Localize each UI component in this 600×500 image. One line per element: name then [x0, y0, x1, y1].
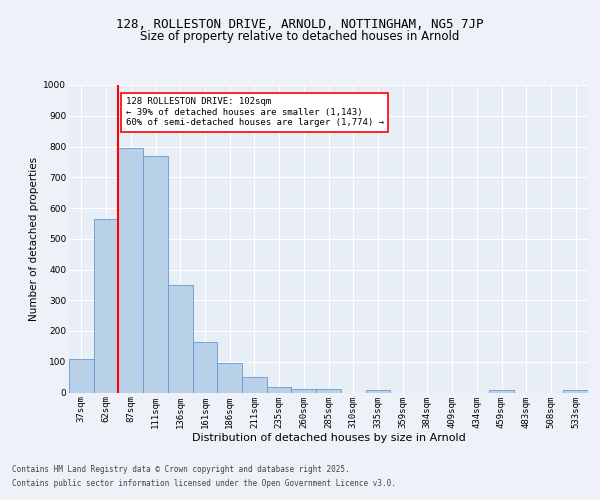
X-axis label: Distribution of detached houses by size in Arnold: Distribution of detached houses by size … [191, 433, 466, 443]
Bar [316, 389, 341, 392]
Bar [365, 390, 390, 392]
Text: Size of property relative to detached houses in Arnold: Size of property relative to detached ho… [140, 30, 460, 43]
Bar [489, 390, 514, 392]
Bar [292, 389, 316, 392]
Y-axis label: Number of detached properties: Number of detached properties [29, 156, 39, 321]
Text: Contains public sector information licensed under the Open Government Licence v3: Contains public sector information licen… [12, 478, 396, 488]
Text: Contains HM Land Registry data © Crown copyright and database right 2025.: Contains HM Land Registry data © Crown c… [12, 465, 350, 474]
Bar [217, 362, 242, 392]
Bar [242, 376, 267, 392]
Bar [94, 219, 118, 392]
Bar [563, 390, 588, 392]
Bar [168, 285, 193, 393]
Bar [118, 148, 143, 392]
Text: 128 ROLLESTON DRIVE: 102sqm
← 39% of detached houses are smaller (1,143)
60% of : 128 ROLLESTON DRIVE: 102sqm ← 39% of det… [126, 98, 384, 127]
Bar [267, 387, 292, 392]
Bar [69, 358, 94, 392]
Bar [143, 156, 168, 392]
Text: 128, ROLLESTON DRIVE, ARNOLD, NOTTINGHAM, NG5 7JP: 128, ROLLESTON DRIVE, ARNOLD, NOTTINGHAM… [116, 18, 484, 30]
Bar [193, 342, 217, 392]
